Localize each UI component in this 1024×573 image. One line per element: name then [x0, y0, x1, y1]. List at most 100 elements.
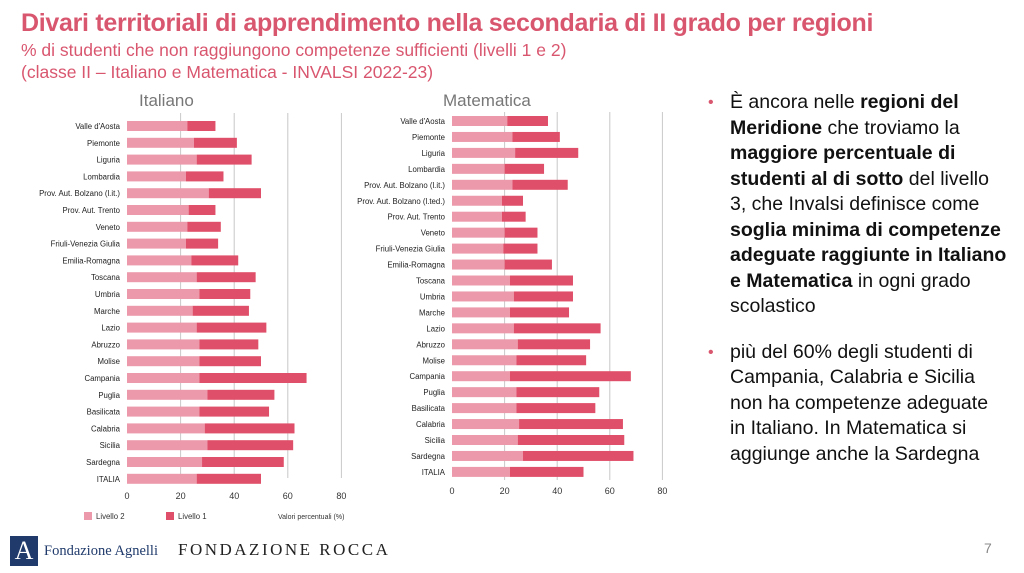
x-tick-label: 80 — [657, 486, 667, 496]
category-label: Valle d'Aosta — [400, 117, 445, 126]
chart-title-matematica: Matematica — [443, 91, 531, 110]
bullet-text: più del 60% degli studenti di Campania, … — [730, 340, 989, 465]
bar-livello2 — [127, 255, 192, 266]
bar-livello2 — [452, 419, 520, 430]
category-label: Puglia — [423, 388, 445, 397]
category-label: Marche — [94, 307, 120, 316]
chart-italiano: 0 20 40 60 80 Valle d'Aosta Piemonte Liguria Lom… — [39, 113, 346, 521]
category-label: Umbria — [95, 290, 121, 299]
bar-livello2 — [127, 473, 197, 484]
bar-livello2 — [127, 238, 186, 249]
category-label: ITALIA — [422, 468, 446, 477]
chart-matematica: 0 20 40 60 80 Valle d'Aosta Piemonte Liguria Lom… — [357, 112, 667, 496]
bar-livello2 — [127, 440, 208, 451]
agnelli-logo-icon: A — [10, 536, 38, 566]
bar-livello2 — [127, 121, 188, 131]
bar-livello1 — [204, 423, 295, 434]
bar-livello1 — [519, 419, 623, 430]
slide-subtitle: % di studenti che non raggiungono compet… — [21, 40, 567, 60]
bar-livello2 — [127, 221, 188, 232]
bar-livello2 — [127, 423, 205, 434]
bullet-dot-icon: • — [708, 343, 714, 361]
category-label: Piemonte — [412, 133, 445, 142]
slide-subtitle-2: (classe II – Italiano e Matematica - INV… — [21, 62, 434, 82]
chart-title-italiano: Italiano — [139, 91, 194, 110]
category-label: Calabria — [416, 420, 446, 429]
bar-livello1 — [196, 154, 252, 165]
bar-livello2 — [452, 179, 513, 190]
category-label: Emilia-Romagna — [387, 261, 445, 270]
x-tick-label: 0 — [449, 486, 454, 496]
bar-livello1 — [504, 259, 552, 270]
x-tick-label: 20 — [500, 486, 510, 496]
logo-fondazione-rocca: FONDAZIONE ROCCA — [178, 540, 391, 559]
category-label: Toscana — [416, 277, 446, 286]
bullet-1: • È ancora nelle regioni del Meridione c… — [708, 90, 1008, 320]
bar-livello1 — [187, 221, 221, 232]
category-label: Abruzzo — [416, 340, 445, 349]
category-label: Prov. Aut. Bolzano (l.ted.) — [357, 197, 445, 206]
bar-livello2 — [452, 435, 518, 445]
category-label: Prov. Aut. Trento — [63, 206, 121, 215]
bar-livello1 — [188, 205, 216, 215]
bar-livello2 — [452, 355, 517, 366]
bar-livello2 — [452, 259, 505, 270]
bar-livello2 — [452, 243, 504, 254]
bar-livello2 — [127, 188, 209, 199]
category-label: Veneto — [421, 229, 446, 238]
bullet-text: del livello 3, che Invalsi definisce com… — [730, 167, 989, 216]
bullet-2: • più del 60% degli studenti di Campania… — [708, 340, 1008, 468]
category-label: Abruzzo — [91, 340, 120, 349]
bar-livello1 — [196, 322, 267, 333]
bar-livello1 — [199, 339, 259, 350]
legend-swatch — [84, 512, 92, 520]
bar-livello1 — [509, 275, 573, 286]
category-label: Lazio — [101, 324, 120, 333]
category-label: Calabria — [91, 424, 121, 433]
x-tick-label: 80 — [336, 491, 346, 501]
x-tick-label: 20 — [176, 491, 186, 501]
category-label: Sardegna — [86, 458, 120, 467]
category-label: Molise — [422, 356, 445, 365]
category-label: Toscana — [91, 273, 121, 282]
category-label: Sicilia — [100, 441, 121, 450]
category-label: Lazio — [426, 324, 445, 333]
bar-livello1 — [185, 238, 219, 249]
x-tick-label: 40 — [552, 486, 562, 496]
legend-swatch — [166, 512, 174, 520]
bar-livello2 — [452, 291, 514, 302]
bar-livello2 — [127, 272, 197, 283]
bar-livello1 — [196, 473, 261, 484]
bar-livello2 — [452, 466, 510, 477]
category-label: Prov. Aut. Bolzano (l.it.) — [39, 189, 120, 198]
bar-livello2 — [127, 457, 203, 467]
bar-livello2 — [127, 322, 197, 333]
category-label: ITALIA — [97, 475, 121, 484]
bar-livello2 — [452, 131, 513, 142]
bar-livello2 — [452, 450, 524, 461]
bar-livello2 — [127, 171, 186, 182]
x-axis-label: Valori percentuali (%) — [278, 514, 344, 521]
bar-livello1 — [199, 406, 270, 417]
bar-livello1 — [501, 211, 526, 222]
legend-label: Livello 2 — [96, 512, 125, 521]
bullet-dot-icon: • — [708, 94, 714, 111]
bullet-bold: maggiore percentuale di studenti al di s… — [730, 142, 956, 190]
category-label: Emilia-Romagna — [62, 256, 120, 265]
x-tick-label: 0 — [124, 491, 129, 501]
bullet-text: È ancora nelle — [730, 91, 861, 113]
category-label: Liguria — [422, 149, 446, 158]
bar-livello1 — [503, 243, 538, 254]
bar-livello1 — [199, 356, 261, 367]
bar-livello1 — [504, 163, 545, 174]
category-label: Friuli-Venezia Giulia — [376, 245, 446, 254]
category-label: Molise — [97, 357, 120, 366]
bar-livello2 — [127, 339, 200, 350]
x-tick-label: 40 — [229, 491, 239, 501]
category-label: Umbria — [420, 292, 446, 301]
agnelli-logo-name: Fondazione Agnelli — [44, 542, 158, 559]
bar-livello2 — [127, 373, 200, 383]
x-tick-label: 60 — [283, 491, 293, 501]
bar-livello1 — [192, 305, 249, 316]
bar-livello1 — [199, 373, 307, 383]
